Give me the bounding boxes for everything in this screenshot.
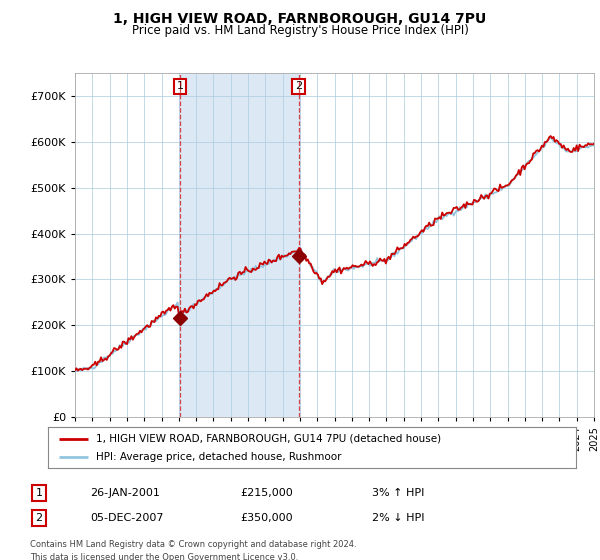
Text: 2% ↓ HPI: 2% ↓ HPI (372, 513, 425, 523)
Text: £215,000: £215,000 (240, 488, 293, 498)
Bar (180, 73, 299, 417)
Text: 1: 1 (176, 81, 184, 91)
Text: 1, HIGH VIEW ROAD, FARNBOROUGH, GU14 7PU (detached house): 1, HIGH VIEW ROAD, FARNBOROUGH, GU14 7PU… (95, 433, 440, 444)
Text: 3% ↑ HPI: 3% ↑ HPI (372, 488, 424, 498)
Text: £350,000: £350,000 (240, 513, 293, 523)
Text: Price paid vs. HM Land Registry's House Price Index (HPI): Price paid vs. HM Land Registry's House … (131, 24, 469, 36)
Text: 1: 1 (35, 488, 43, 498)
Text: HPI: Average price, detached house, Rushmoor: HPI: Average price, detached house, Rush… (95, 452, 341, 462)
Text: 2: 2 (295, 81, 302, 91)
Text: This data is licensed under the Open Government Licence v3.0.: This data is licensed under the Open Gov… (30, 553, 298, 560)
Text: 05-DEC-2007: 05-DEC-2007 (90, 513, 163, 523)
Text: Contains HM Land Registry data © Crown copyright and database right 2024.: Contains HM Land Registry data © Crown c… (30, 540, 356, 549)
Text: 2: 2 (35, 513, 43, 523)
Text: 1, HIGH VIEW ROAD, FARNBOROUGH, GU14 7PU: 1, HIGH VIEW ROAD, FARNBOROUGH, GU14 7PU (113, 12, 487, 26)
Text: 26-JAN-2001: 26-JAN-2001 (90, 488, 160, 498)
